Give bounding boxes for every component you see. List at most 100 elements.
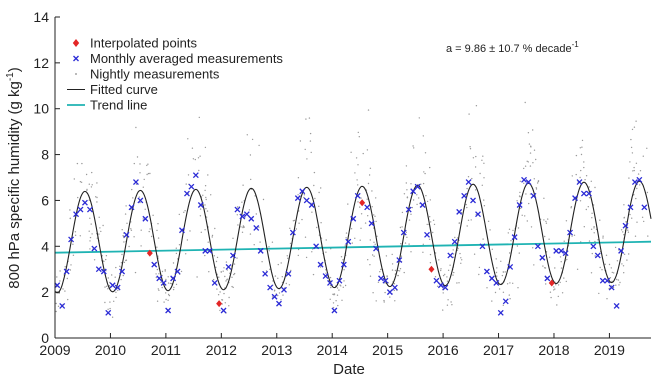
- nightly-point: [88, 230, 90, 232]
- nightly-point: [167, 276, 169, 278]
- nightly-point: [575, 173, 577, 176]
- monthly-point: [419, 202, 426, 208]
- nightly-point: [139, 201, 141, 204]
- x-tick-label: 2009: [39, 342, 70, 358]
- nightly-point: [375, 197, 377, 199]
- nightly-point: [237, 224, 239, 226]
- nightly-point: [500, 260, 502, 262]
- nightly-point: [130, 229, 133, 231]
- nightly-point: [285, 282, 287, 285]
- nightly-point: [375, 300, 377, 302]
- nightly-point: [91, 233, 93, 235]
- nightly-point: [212, 278, 215, 281]
- nightly-point: [612, 286, 615, 289]
- monthly-point: [590, 243, 597, 250]
- legend-item: Interpolated points: [72, 36, 197, 51]
- nightly-point: [214, 227, 216, 230]
- nightly-point: [342, 286, 344, 288]
- nightly-point: [58, 292, 60, 294]
- monthly-point: [511, 234, 518, 241]
- nightly-point: [89, 236, 92, 239]
- nightly-point: [590, 228, 593, 230]
- monthly-point: [77, 206, 84, 213]
- nightly-point: [449, 264, 451, 266]
- nightly-point: [481, 184, 483, 186]
- nightly-point: [109, 307, 111, 310]
- nightly-point: [169, 282, 172, 285]
- nightly-point: [368, 174, 371, 176]
- nightly-point: [510, 240, 512, 242]
- monthly-point: [179, 227, 185, 234]
- nightly-point: [196, 276, 198, 278]
- nightly-point: [483, 162, 485, 164]
- nightly-point: [289, 242, 292, 245]
- nightly-point: [623, 272, 625, 274]
- nightly-point: [635, 120, 637, 122]
- monthly-point: [276, 300, 282, 307]
- nightly-point: [199, 208, 202, 210]
- nightly-point: [416, 203, 418, 206]
- nightly-point: [191, 147, 194, 149]
- nightly-point: [233, 272, 236, 275]
- monthly-point: [507, 263, 514, 270]
- monthly-point: [608, 284, 615, 291]
- nightly-point: [299, 140, 302, 142]
- monthly-point: [225, 263, 232, 270]
- trend-line-layer: [54, 240, 652, 254]
- nightly-point: [516, 200, 518, 202]
- monthly-point: [354, 192, 361, 199]
- nightly-point: [634, 235, 637, 237]
- nightly-point: [336, 287, 339, 289]
- nightly-point: [519, 180, 521, 182]
- monthly-point: [382, 277, 389, 284]
- nightly-point: [357, 184, 359, 186]
- monthly-point: [132, 179, 139, 186]
- nightly-point: [628, 177, 630, 179]
- nightly-point: [186, 239, 189, 241]
- nightly-point: [544, 235, 546, 238]
- interpolated-points-layer: [146, 199, 555, 308]
- legend-item: Nightly measurements: [75, 67, 220, 82]
- nightly-point: [155, 273, 157, 275]
- nightly-point: [466, 225, 468, 227]
- nightly-point: [401, 211, 404, 214]
- nightly-point: [354, 237, 356, 239]
- nightly-point: [458, 282, 460, 284]
- nightly-point: [57, 305, 60, 307]
- nightly-point: [502, 304, 504, 306]
- nightly-point: [123, 241, 125, 243]
- nightly-point: [554, 288, 556, 290]
- nightly-point: [528, 143, 531, 145]
- nightly-point: [199, 215, 202, 217]
- x-tick-label: 2013: [261, 342, 292, 358]
- nightly-measurements-layer: [55, 101, 649, 318]
- nightly-point: [384, 291, 386, 294]
- nightly-point: [158, 289, 160, 291]
- nightly-point: [360, 213, 363, 215]
- monthly-point: [317, 261, 324, 268]
- nightly-point: [345, 237, 347, 239]
- nightly-point: [639, 170, 642, 172]
- monthly-point: [59, 302, 66, 309]
- nightly-point: [308, 117, 311, 119]
- nightly-point: [189, 230, 191, 232]
- nightly-point: [164, 270, 166, 272]
- nightly-point: [566, 258, 568, 261]
- monthly-point: [81, 199, 88, 206]
- nightly-point: [135, 183, 138, 185]
- nightly-point: [447, 269, 450, 271]
- nightly-point: [199, 155, 201, 157]
- nightly-point: [426, 223, 428, 226]
- monthly-point: [641, 204, 648, 211]
- nightly-point: [231, 285, 233, 288]
- nightly-point: [524, 165, 527, 167]
- nightly-point: [303, 194, 306, 196]
- nightly-point: [197, 157, 200, 159]
- nightly-point: [405, 231, 407, 233]
- nightly-point: [509, 298, 511, 300]
- monthly-point: [364, 204, 371, 211]
- nightly-point: [616, 278, 618, 281]
- monthly-point: [447, 252, 454, 259]
- nightly-point: [429, 199, 431, 201]
- nightly-point: [113, 300, 115, 302]
